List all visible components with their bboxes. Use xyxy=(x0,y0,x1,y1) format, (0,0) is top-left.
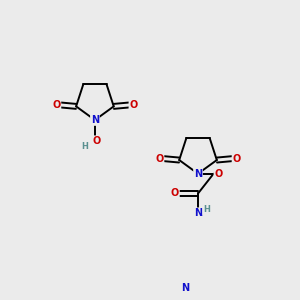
Text: N: N xyxy=(194,208,202,218)
Text: N: N xyxy=(181,283,189,293)
Text: O: O xyxy=(171,188,179,199)
Text: O: O xyxy=(129,100,138,110)
Text: O: O xyxy=(52,100,61,110)
Text: O: O xyxy=(232,154,241,164)
Text: O: O xyxy=(155,154,164,164)
Text: O: O xyxy=(214,169,223,179)
Text: H: H xyxy=(203,205,210,214)
Text: H: H xyxy=(82,142,88,152)
Text: N: N xyxy=(91,115,99,125)
Text: N: N xyxy=(194,169,202,179)
Text: O: O xyxy=(92,136,100,146)
